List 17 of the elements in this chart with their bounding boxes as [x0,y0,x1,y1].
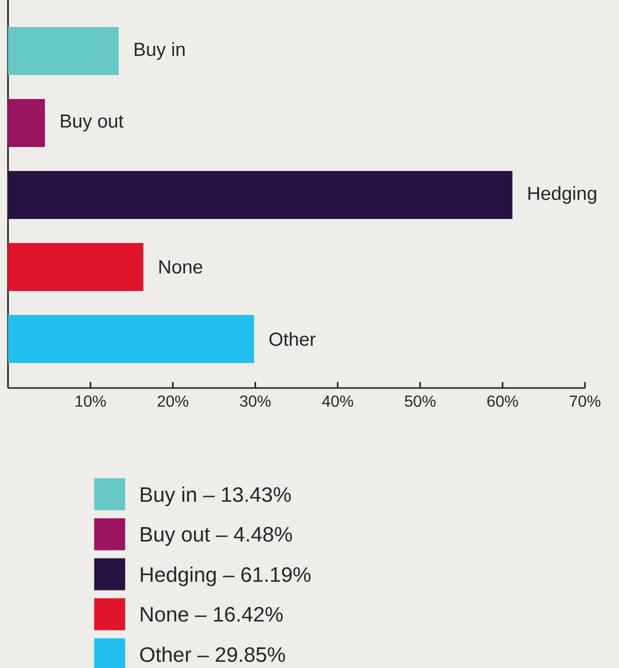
y-tick-label: Buy out [60,114,124,132]
x-tick-label: 30% [240,396,271,407]
x-tick-label: 60% [487,396,518,407]
y-tick-label: Other [269,332,316,346]
legend-label: Other – 29.85% [140,646,285,662]
x-tick-label: 50% [404,396,436,407]
x-tick-label: 40% [322,396,354,407]
x-tick-label: 10% [76,396,106,407]
x-tick-label: 20% [158,396,188,407]
legend-label: None – 16.42% [140,606,283,622]
x-tick-label: 70% [570,396,600,407]
y-tick-label: None [159,260,202,274]
legend-label: Buy in – 13.43% [140,486,291,506]
legend-label: Hedging – 61.19% [140,566,311,586]
y-tick-label: Buy in [134,42,185,60]
y-tick-label: Hedging [528,186,596,204]
legend-label: Buy out – 4.48% [140,526,292,546]
